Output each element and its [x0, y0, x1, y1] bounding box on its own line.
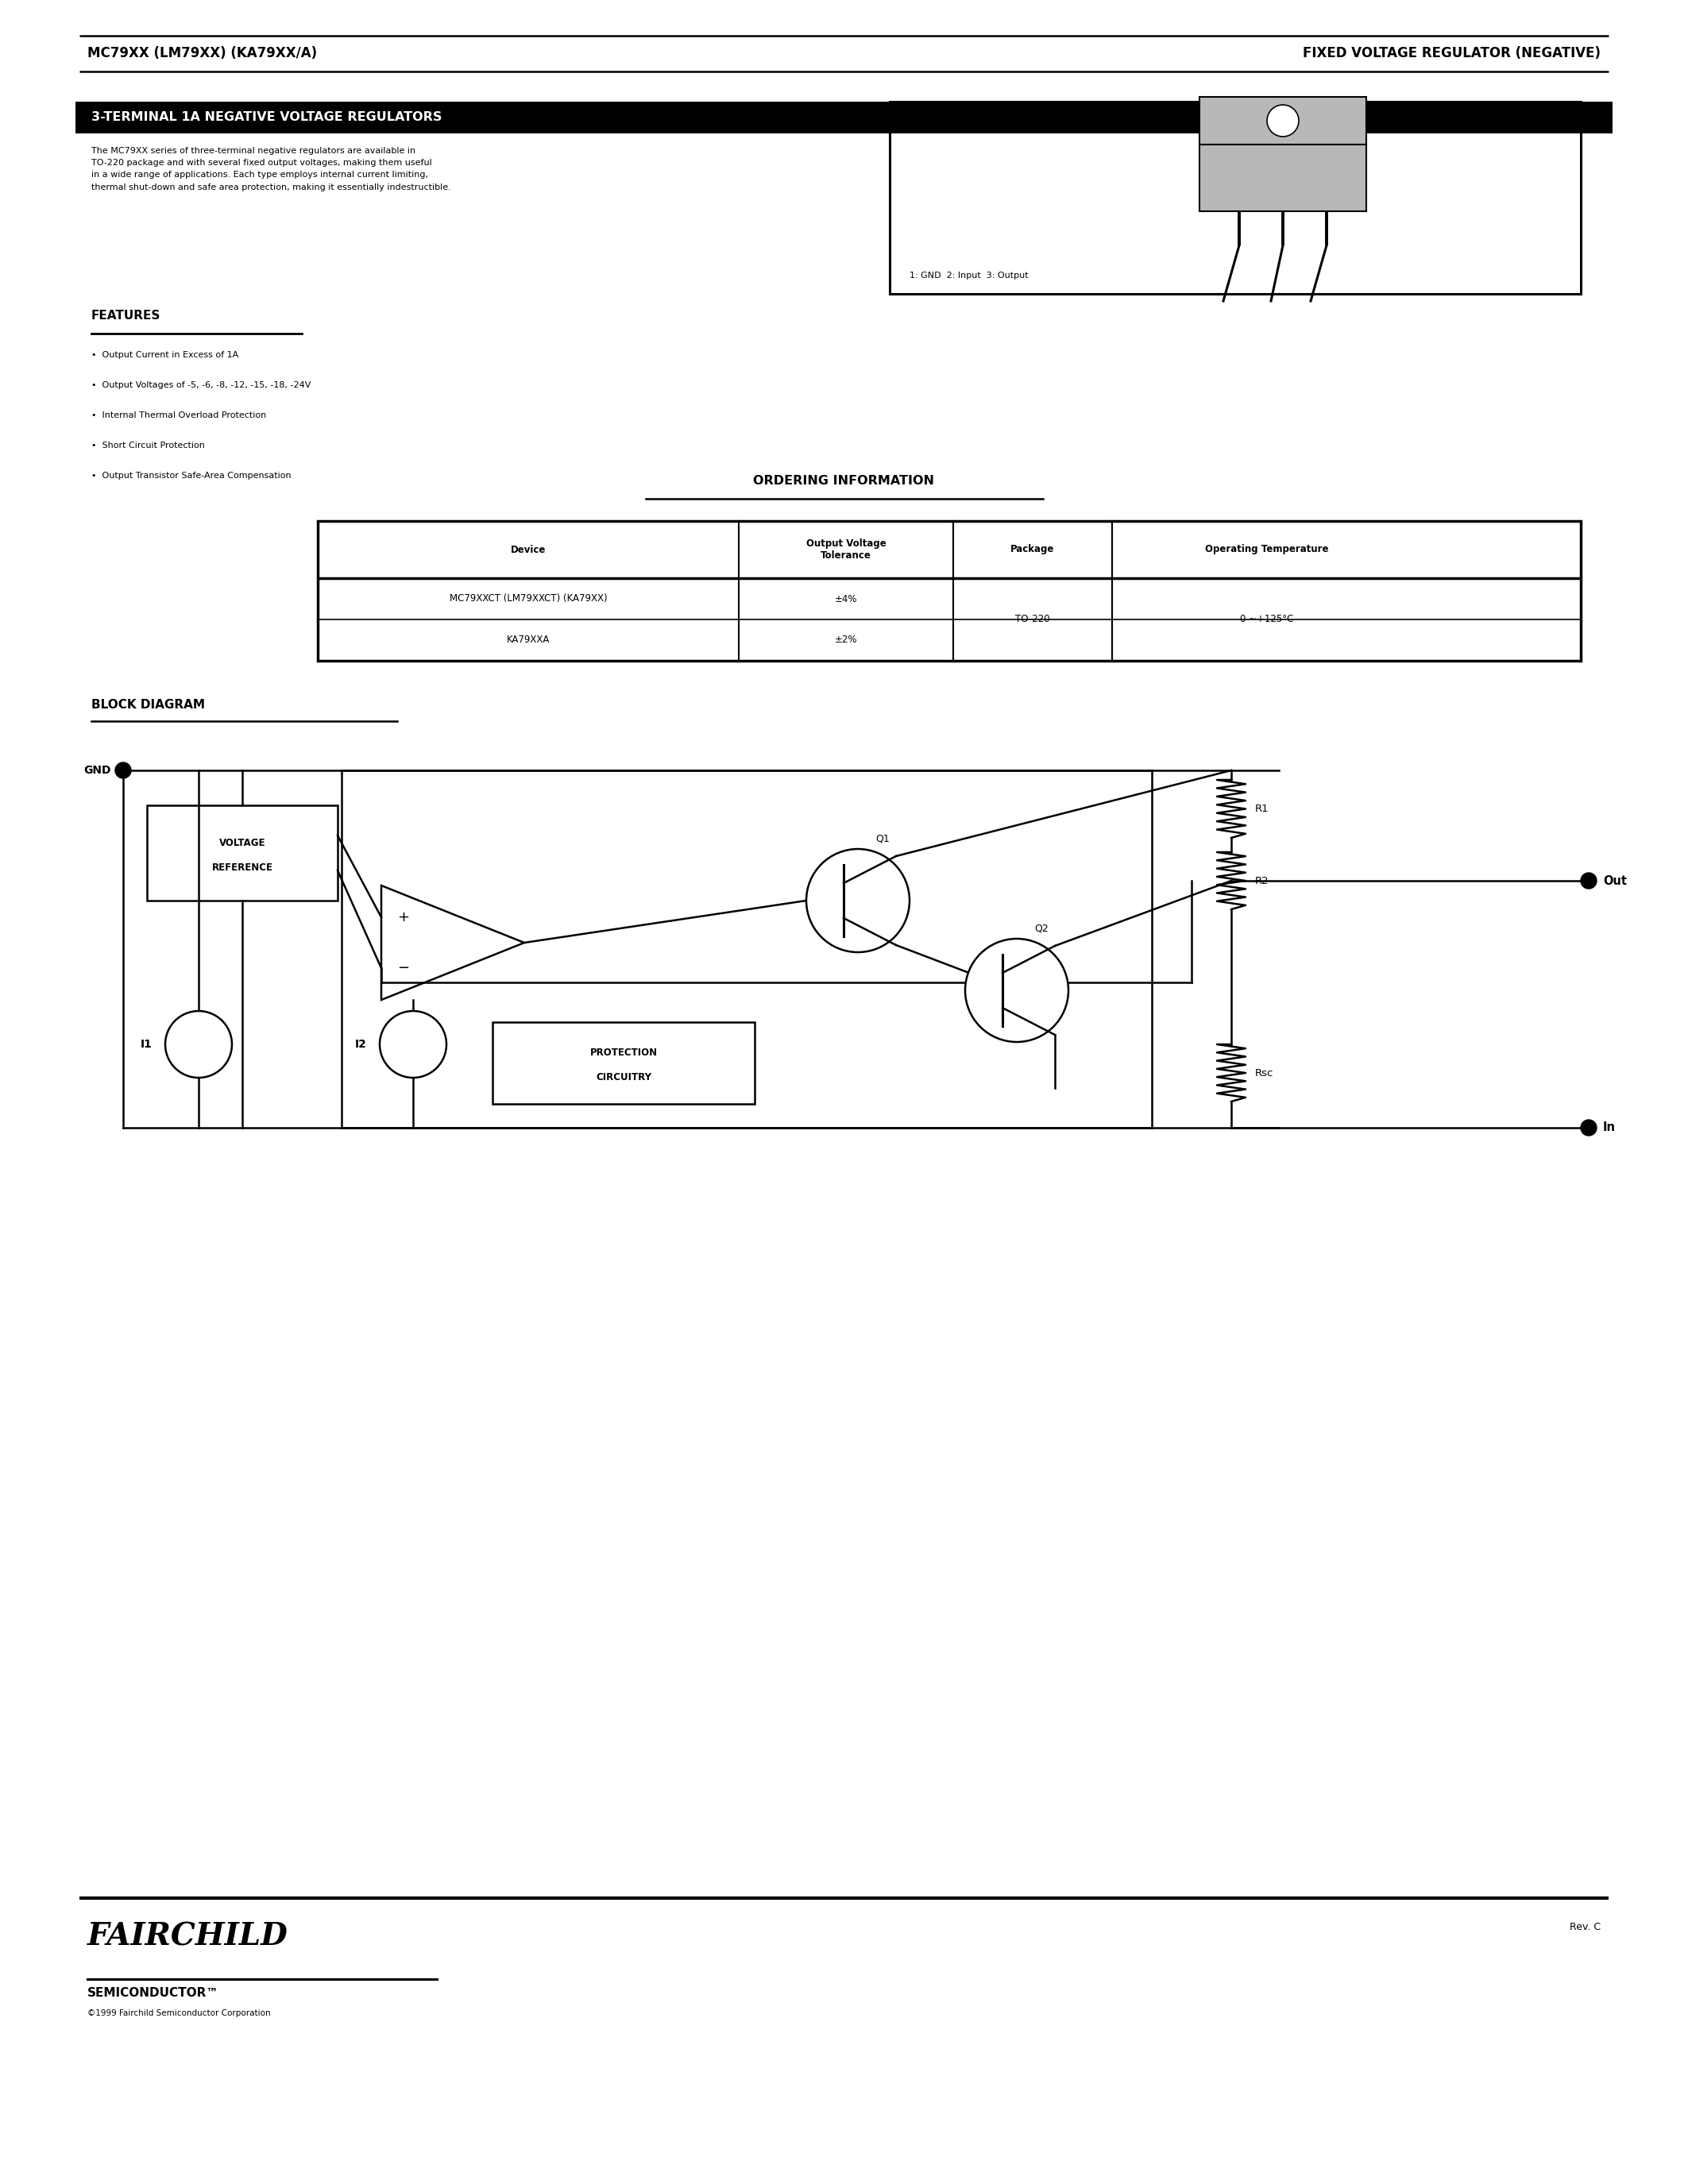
Text: TO-220: TO-220: [910, 124, 947, 133]
Text: MC79XXCT (LM79XXCT) (KA79XX): MC79XXCT (LM79XXCT) (KA79XX): [449, 594, 608, 605]
Circle shape: [1580, 1120, 1597, 1136]
Text: I1: I1: [140, 1040, 152, 1051]
Text: Rsc: Rsc: [1256, 1068, 1274, 1079]
Circle shape: [1268, 105, 1298, 138]
Text: Output Voltage
Tolerance: Output Voltage Tolerance: [805, 539, 886, 561]
Circle shape: [380, 1011, 446, 1077]
Text: Q1: Q1: [876, 832, 890, 843]
Text: VOLTAGE: VOLTAGE: [219, 836, 265, 847]
Text: R2: R2: [1256, 876, 1269, 887]
Text: 1: GND  2: Input  3: Output: 1: GND 2: Input 3: Output: [910, 271, 1028, 280]
Text: The MC79XX series of three-terminal negative regulators are available in
TO-220 : The MC79XX series of three-terminal nega…: [91, 146, 451, 190]
Text: ±4%: ±4%: [834, 594, 858, 605]
Text: TO-220: TO-220: [1016, 614, 1050, 625]
Text: Rev. C: Rev. C: [1570, 1922, 1600, 1933]
Bar: [76, 103, 1612, 133]
Text: Device: Device: [510, 544, 545, 555]
Text: −: −: [397, 961, 408, 976]
Text: CIRCUITRY: CIRCUITRY: [596, 1072, 652, 1083]
Text: FAIRCHILD: FAIRCHILD: [88, 1922, 289, 1952]
Text: 0 ~+125°C: 0 ~+125°C: [1241, 614, 1293, 625]
Bar: [1200, 96, 1366, 144]
Bar: [890, 103, 1580, 295]
Text: GND: GND: [84, 764, 111, 775]
Circle shape: [966, 939, 1069, 1042]
Text: +: +: [397, 911, 408, 924]
Text: •  Output Current in Excess of 1A: • Output Current in Excess of 1A: [91, 352, 238, 358]
Text: ©1999 Fairchild Semiconductor Corporation: ©1999 Fairchild Semiconductor Corporatio…: [88, 2009, 270, 2018]
Text: ±2%: ±2%: [834, 636, 858, 644]
Text: MC79XX (LM79XX) (KA79XX/A): MC79XX (LM79XX) (KA79XX/A): [88, 46, 317, 61]
Text: PROTECTION: PROTECTION: [589, 1048, 657, 1057]
Text: R1: R1: [1256, 804, 1269, 815]
Text: •  Internal Thermal Overload Protection: • Internal Thermal Overload Protection: [91, 411, 267, 419]
Circle shape: [1580, 874, 1597, 889]
Text: I2: I2: [354, 1040, 366, 1051]
Text: SEMICONDUCTOR™: SEMICONDUCTOR™: [88, 1987, 219, 1998]
Text: •  Output Transistor Safe-Area Compensation: • Output Transistor Safe-Area Compensati…: [91, 472, 292, 480]
Text: •  Output Voltages of -5, -6, -8, -12, -15, -18, -24V: • Output Voltages of -5, -6, -8, -12, -1…: [91, 382, 311, 389]
Text: In: In: [1604, 1123, 1615, 1133]
Text: BLOCK DIAGRAM: BLOCK DIAGRAM: [91, 699, 204, 710]
Text: FEATURES: FEATURES: [91, 310, 160, 321]
Bar: [147, 806, 338, 900]
Bar: [317, 522, 1580, 662]
Circle shape: [807, 850, 910, 952]
Text: ORDERING INFORMATION: ORDERING INFORMATION: [753, 474, 935, 487]
Text: 3-TERMINAL 1A NEGATIVE VOLTAGE REGULATORS: 3-TERMINAL 1A NEGATIVE VOLTAGE REGULATOR…: [91, 111, 442, 124]
Bar: [493, 1022, 755, 1103]
Text: FIXED VOLTAGE REGULATOR (NEGATIVE): FIXED VOLTAGE REGULATOR (NEGATIVE): [1303, 46, 1600, 61]
Text: Package: Package: [1011, 544, 1055, 555]
Circle shape: [115, 762, 132, 778]
Bar: [341, 771, 1151, 1127]
Text: Out: Out: [1604, 876, 1627, 887]
Text: •  Short Circuit Protection: • Short Circuit Protection: [91, 441, 204, 450]
Text: Q2: Q2: [1035, 924, 1048, 933]
Bar: [1200, 144, 1366, 212]
Text: REFERENCE: REFERENCE: [211, 863, 273, 871]
Text: KA79XXA: KA79XXA: [506, 636, 550, 644]
Text: Operating Temperature: Operating Temperature: [1205, 544, 1328, 555]
Circle shape: [165, 1011, 231, 1077]
